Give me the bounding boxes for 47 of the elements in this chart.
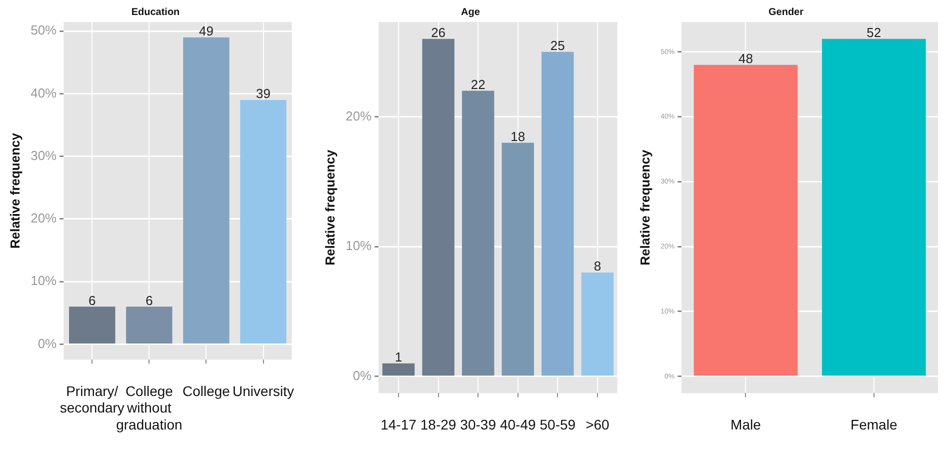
x-tick-label: Female <box>850 416 898 432</box>
y-tick-label: 0% <box>38 336 58 351</box>
y-tick-label: 0% <box>352 368 372 383</box>
x-tick-label: 14-17 <box>380 416 417 432</box>
chart-title: Gender <box>768 6 804 18</box>
x-tick-label: 18-29 <box>420 416 456 432</box>
y-axis-title: Relative frequency <box>7 132 22 249</box>
x-tick-label: 40-49 <box>500 416 536 432</box>
data-label: 39 <box>256 86 271 102</box>
x-tick-label: 30-39 <box>460 416 496 432</box>
data-label: 52 <box>866 24 882 40</box>
data-label: 48 <box>738 50 753 66</box>
bar <box>422 38 454 376</box>
data-label: 49 <box>198 23 214 38</box>
bar <box>382 363 415 376</box>
y-axis-title: Relative frequency <box>322 149 338 266</box>
data-label: 22 <box>470 76 486 92</box>
x-tick-label: College <box>182 382 230 399</box>
bar <box>69 306 116 344</box>
bar <box>183 37 230 344</box>
data-label: 26 <box>431 24 446 40</box>
bar <box>542 52 574 376</box>
data-label: 6 <box>88 292 96 308</box>
bar <box>502 142 534 376</box>
bar <box>240 100 286 344</box>
y-tick-label: 20% <box>346 108 372 124</box>
x-tick-label: 50-59 <box>540 416 576 432</box>
y-axis-title: Relative frequency <box>637 149 652 266</box>
bar <box>462 90 494 376</box>
chart-title: Age <box>461 6 480 18</box>
bar <box>126 306 172 344</box>
y-tick-label: 50% <box>30 22 58 38</box>
y-tick-label: 40% <box>30 85 58 100</box>
data-label: 8 <box>594 258 602 274</box>
x-tick-label: University <box>232 382 294 399</box>
data-label: 18 <box>510 128 526 144</box>
x-tick-label: >60 <box>586 416 610 432</box>
data-label: 6 <box>146 292 153 308</box>
y-tick-label: 30% <box>30 148 58 163</box>
y-tick-label: 10% <box>346 238 372 254</box>
data-label: 25 <box>550 38 565 53</box>
y-tick-label: 20% <box>30 210 58 226</box>
y-tick-label: 10% <box>30 273 58 288</box>
data-label: 1 <box>394 349 402 364</box>
bar <box>581 272 614 376</box>
chart-title: Education <box>131 6 180 18</box>
x-tick-label: Male <box>730 416 762 432</box>
